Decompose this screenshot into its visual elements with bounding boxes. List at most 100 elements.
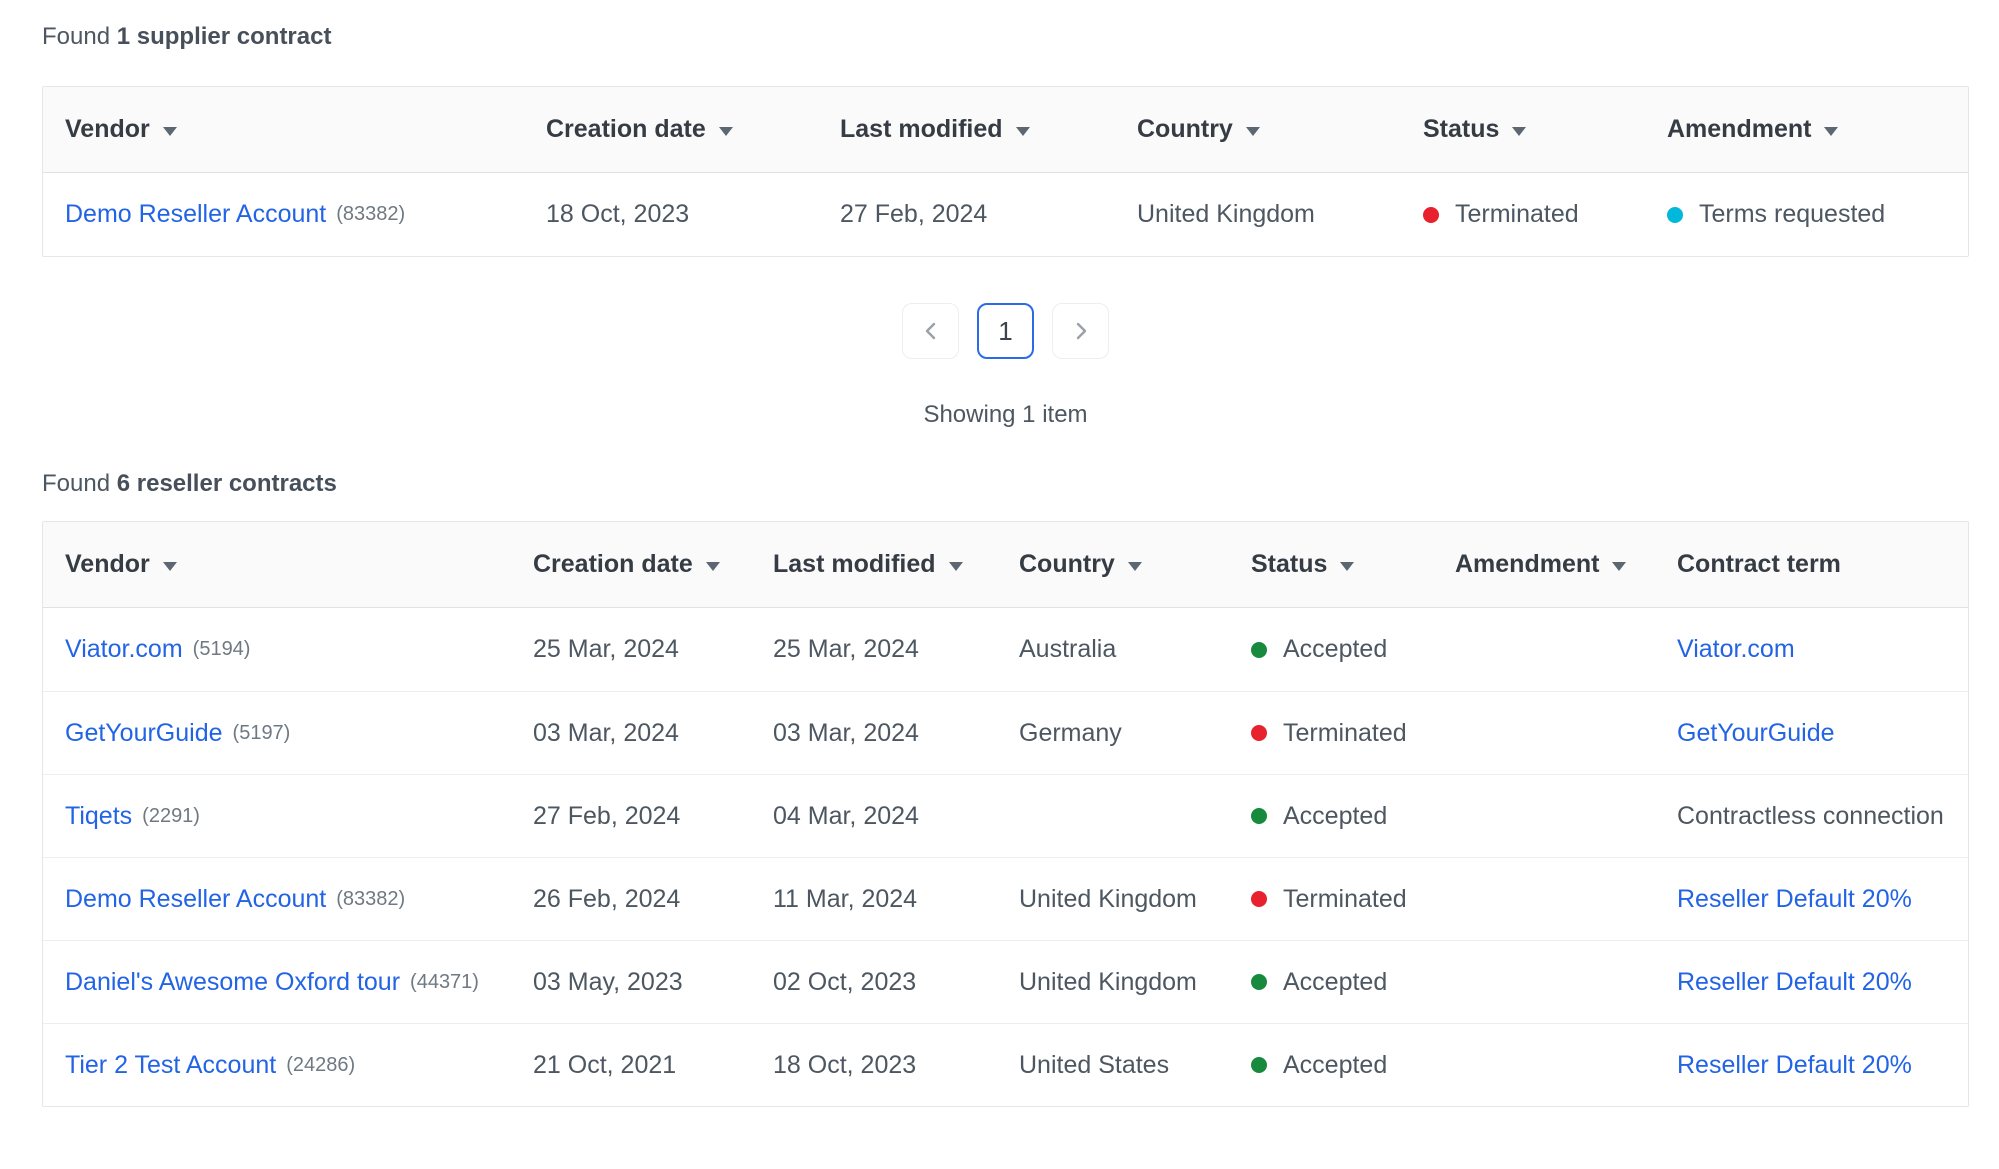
vendor-link[interactable]: Demo Reseller Account bbox=[65, 884, 327, 913]
status-cell: Accepted bbox=[1251, 1051, 1455, 1080]
column-header-label: Creation date bbox=[546, 115, 706, 143]
found-count: 6 reseller contracts bbox=[116, 470, 337, 497]
vendor-link[interactable]: Demo Reseller Account bbox=[65, 200, 327, 228]
sort-arrow-icon bbox=[718, 126, 733, 136]
column-header-label: Country bbox=[1019, 550, 1115, 578]
column-header-label: Last modified bbox=[840, 115, 1003, 143]
contract-term-cell: Viator.com bbox=[1677, 635, 1968, 664]
column-header-label: Status bbox=[1423, 115, 1500, 143]
sort-arrow-icon bbox=[162, 126, 177, 136]
supplier-table-header-row: Vendor Creation date Last modified Count… bbox=[43, 87, 1968, 173]
column-header-creation-date[interactable]: Creation date bbox=[546, 115, 840, 144]
table-row: Daniel's Awesome Oxford tour (44371) 03 M… bbox=[43, 940, 1968, 1023]
column-header-last-modified[interactable]: Last modified bbox=[840, 115, 1137, 144]
contract-term-link[interactable]: Reseller Default 20% bbox=[1677, 1050, 1912, 1079]
vendor-link[interactable]: Viator.com bbox=[65, 635, 183, 663]
supplier-contracts-section: Found 1 supplier contract Vendor Creatio… bbox=[42, 22, 1969, 429]
creation-date-cell: 25 Mar, 2024 bbox=[533, 635, 679, 663]
amendment-label: Terms requested bbox=[1699, 200, 1886, 228]
status-dot-icon bbox=[1251, 974, 1267, 990]
reseller-contracts-table: Vendor Creation date Last modified Count… bbox=[42, 521, 1969, 1107]
chevron-right-icon bbox=[1076, 322, 1086, 340]
pagination-prev-button[interactable] bbox=[902, 303, 959, 359]
pagination: 1 bbox=[42, 303, 1969, 359]
vendor-link[interactable]: Tier 2 Test Account bbox=[65, 1050, 277, 1079]
table-row: Viator.com (5194) 25 Mar, 2024 25 Mar, 20… bbox=[43, 608, 1968, 691]
vendor-id: (2291) bbox=[142, 804, 200, 827]
last-modified-cell: 25 Mar, 2024 bbox=[773, 635, 919, 663]
found-count: 1 supplier contract bbox=[116, 23, 332, 50]
table-row: Tiqets (2291) 27 Feb, 2024 04 Mar, 2024 A… bbox=[43, 774, 1968, 857]
status-cell: Accepted bbox=[1251, 968, 1455, 997]
column-header-country[interactable]: Country bbox=[1137, 115, 1423, 144]
country-cell: United Kingdom bbox=[1019, 884, 1197, 913]
status-dot-icon bbox=[1251, 725, 1267, 741]
column-header-label: Vendor bbox=[65, 115, 150, 143]
status-label: Terminated bbox=[1283, 718, 1407, 747]
pagination-next-button[interactable] bbox=[1052, 303, 1109, 359]
creation-date-cell: 03 May, 2023 bbox=[533, 967, 683, 996]
last-modified-cell: 02 Oct, 2023 bbox=[773, 967, 917, 996]
found-prefix: Found bbox=[42, 23, 111, 50]
table-row: Demo Reseller Account (83382) 26 Feb, 202… bbox=[43, 857, 1968, 940]
contract-term-cell: GetYourGuide bbox=[1677, 719, 1968, 748]
column-header-creation-date[interactable]: Creation date bbox=[533, 550, 773, 579]
creation-date-cell: 26 Feb, 2024 bbox=[533, 884, 681, 913]
country-cell: United States bbox=[1019, 1050, 1170, 1079]
column-header-vendor[interactable]: Vendor bbox=[43, 550, 533, 579]
contract-term-cell: Reseller Default 20% bbox=[1677, 885, 1968, 914]
contract-term-link[interactable]: Reseller Default 20% bbox=[1677, 884, 1912, 913]
contract-term-link[interactable]: GetYourGuide bbox=[1677, 718, 1835, 747]
creation-date-cell: 27 Feb, 2024 bbox=[533, 801, 681, 830]
vendor-cell: Viator.com (5194) bbox=[43, 635, 533, 664]
vendor-id: (83382) bbox=[336, 887, 406, 910]
column-header-status[interactable]: Status bbox=[1423, 115, 1667, 144]
vendor-link[interactable]: Tiqets bbox=[65, 801, 133, 830]
status-cell: Accepted bbox=[1251, 802, 1455, 831]
contract-term-link[interactable]: Viator.com bbox=[1677, 635, 1795, 663]
status-label: Accepted bbox=[1283, 635, 1388, 663]
vendor-cell: Demo Reseller Account (83382) bbox=[43, 885, 533, 914]
country-cell: Australia bbox=[1019, 635, 1117, 663]
status-dot-icon bbox=[1251, 808, 1267, 824]
country-cell: United Kingdom bbox=[1019, 967, 1197, 996]
column-header-vendor[interactable]: Vendor bbox=[43, 115, 546, 144]
status-dot-icon bbox=[1251, 1057, 1267, 1073]
status-cell: Terminated bbox=[1251, 885, 1455, 914]
table-row: Demo Reseller Account (83382) 18 Oct, 202… bbox=[43, 173, 1968, 256]
column-header-label: Creation date bbox=[533, 550, 693, 578]
sort-arrow-icon bbox=[705, 561, 720, 571]
vendor-id: (24286) bbox=[286, 1053, 356, 1076]
status-label: Accepted bbox=[1283, 967, 1388, 996]
column-header-last-modified[interactable]: Last modified bbox=[773, 550, 1019, 579]
last-modified-cell: 03 Mar, 2024 bbox=[773, 718, 919, 747]
vendor-cell: Tier 2 Test Account (24286) bbox=[43, 1051, 533, 1080]
pagination-page-1-button[interactable]: 1 bbox=[977, 303, 1034, 359]
status-dot-icon bbox=[1423, 206, 1439, 223]
last-modified-cell: 27 Feb, 2024 bbox=[840, 200, 988, 228]
sort-arrow-icon bbox=[1015, 126, 1030, 136]
contract-term-cell: Contractless connection bbox=[1677, 802, 1968, 831]
sort-arrow-icon bbox=[948, 561, 963, 571]
contract-term-link[interactable]: Reseller Default 20% bbox=[1677, 967, 1912, 996]
vendor-link[interactable]: Daniel's Awesome Oxford tour bbox=[65, 967, 401, 996]
table-row: Tier 2 Test Account (24286) 21 Oct, 2021 … bbox=[43, 1023, 1968, 1106]
table-row: GetYourGuide (5197) 03 Mar, 2024 03 Mar, … bbox=[43, 691, 1968, 774]
column-header-amendment[interactable]: Amendment bbox=[1455, 550, 1677, 579]
column-header-country[interactable]: Country bbox=[1019, 550, 1251, 579]
column-header-status[interactable]: Status bbox=[1251, 550, 1455, 579]
column-header-label: Last modified bbox=[773, 550, 936, 578]
sort-arrow-icon bbox=[1245, 126, 1260, 136]
status-cell: Terminated bbox=[1251, 719, 1455, 748]
reseller-table-header-row: Vendor Creation date Last modified Count… bbox=[43, 522, 1968, 608]
vendor-link[interactable]: GetYourGuide bbox=[65, 718, 223, 747]
status-label: Accepted bbox=[1283, 801, 1388, 830]
status-dot-icon bbox=[1251, 891, 1267, 907]
status-cell: Accepted bbox=[1251, 635, 1455, 664]
last-modified-cell: 11 Mar, 2024 bbox=[773, 884, 918, 913]
sort-arrow-icon bbox=[1612, 561, 1627, 571]
column-header-amendment[interactable]: Amendment bbox=[1667, 115, 1968, 144]
creation-date-cell: 21 Oct, 2021 bbox=[533, 1050, 677, 1079]
supplier-found-text: Found 1 supplier contract bbox=[42, 22, 1969, 52]
pagination-summary: Showing 1 item bbox=[923, 401, 1088, 428]
